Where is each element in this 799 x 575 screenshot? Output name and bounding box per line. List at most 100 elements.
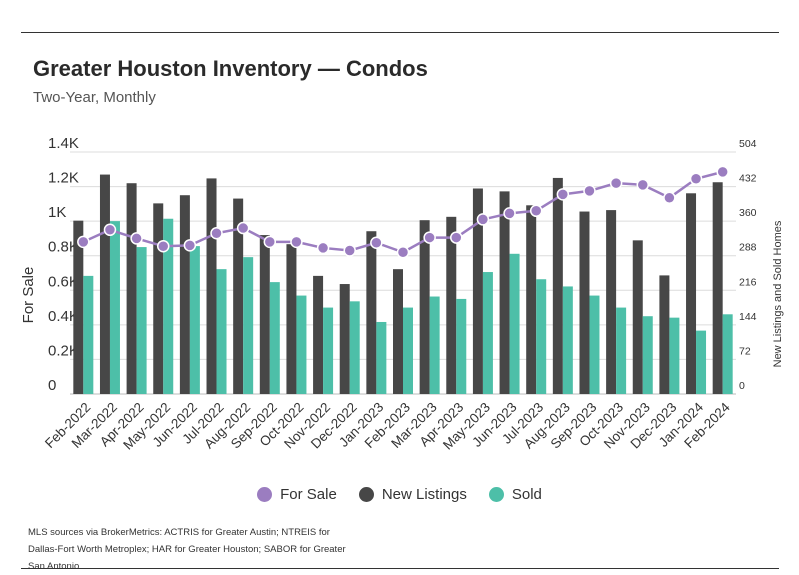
y2-tick-label: 216 (739, 276, 757, 288)
bar-new-listings (233, 198, 244, 394)
y2-tick-label: 288 (739, 242, 757, 254)
y2-tick-label: 144 (739, 311, 757, 323)
legend-label-for-sale: For Sale (280, 486, 337, 503)
bar-sold (696, 330, 707, 394)
bar-sold (403, 307, 413, 394)
bar-sold (642, 316, 653, 394)
y-tick-label: 0.4K (48, 308, 79, 325)
point-for-sale (316, 241, 330, 255)
bar-sold (323, 307, 334, 394)
bar-new-listings (446, 216, 457, 394)
bar-new-listings (153, 203, 164, 394)
legend-marker-sold (488, 487, 504, 502)
bar-new-listings (286, 244, 297, 394)
point-for-sale (263, 235, 277, 249)
point-for-sale (423, 231, 436, 244)
bar-sold (509, 253, 520, 394)
legend-marker-new-listings (358, 487, 374, 502)
bar-sold (349, 301, 360, 394)
point-for-sale (156, 239, 170, 253)
bar-sold (616, 307, 627, 394)
legend-item-sold: Sold (488, 486, 542, 503)
point-for-sale (236, 221, 250, 235)
chart-subtitle: Two-Year, Monthly (33, 89, 156, 106)
bar-sold (269, 282, 280, 394)
point-for-sale (556, 188, 570, 201)
bar-sold (429, 296, 440, 394)
point-for-sale (663, 191, 676, 205)
y2-tick-label: 360 (739, 207, 757, 219)
bar-new-listings (206, 178, 217, 394)
y2-tick-label: 432 (739, 173, 757, 185)
bar-new-listings (259, 235, 270, 394)
point-for-sale (370, 236, 383, 249)
top-rule (21, 32, 779, 33)
bar-sold (722, 314, 733, 394)
bar-new-listings (126, 183, 137, 394)
y-tick-label: 0.6K (48, 273, 79, 290)
bar-new-listings (552, 177, 563, 394)
legend-label-sold: Sold (511, 486, 542, 503)
bar-sold (216, 269, 227, 394)
bar-sold (456, 298, 467, 394)
legend-label-new-listings: New Listings (381, 486, 467, 503)
bar-sold (109, 221, 120, 394)
bottom-rule (21, 568, 779, 569)
y2-tick-label: 504 (739, 138, 757, 150)
y-tick-label: 1.4K (48, 135, 79, 152)
point-for-sale (636, 178, 650, 192)
bar-new-listings (393, 269, 403, 394)
legend-marker-for-sale (257, 487, 273, 502)
bar-new-listings (499, 191, 510, 394)
bar-new-listings (73, 220, 84, 394)
bar-sold (669, 317, 680, 394)
bar-sold (376, 321, 387, 394)
bar-new-listings (526, 205, 537, 394)
legend-item-new-listings: New Listings (358, 486, 467, 503)
chart-area: 0 0 0.2K 72 0.4K 144 0.6K 216 0.8K 288 1K 360 1.2K 43… (20, 135, 784, 453)
point-for-sale (343, 244, 356, 257)
point-for-sale (450, 231, 463, 244)
point-for-sale (503, 207, 516, 220)
bar-new-listings (313, 275, 324, 394)
y-axis-title: For Sale (20, 267, 37, 324)
point-for-sale (130, 232, 143, 245)
point-for-sale (183, 239, 197, 252)
bar-sold (482, 272, 493, 394)
bar-new-listings (179, 195, 190, 394)
source-note: MLS sources via BrokerMetrics: ACTRIS fo… (28, 527, 346, 572)
y2-tick-label: 0 (739, 380, 745, 392)
y-tick-label: 0 (48, 377, 56, 394)
point-for-sale (77, 235, 90, 249)
bar-new-listings (712, 182, 723, 394)
y-tick-label: 1.2K (48, 170, 79, 187)
bar-new-listings (366, 231, 377, 394)
y-tick-label: 0.8K (48, 239, 79, 256)
bar-sold (589, 295, 600, 394)
bar-sold (243, 257, 254, 394)
bar-new-listings (339, 284, 350, 394)
bar-sold (83, 275, 94, 394)
bar-sold (562, 286, 573, 394)
bar-sold (136, 247, 147, 394)
y-tick-label: 1K (48, 204, 66, 221)
point-for-sale (716, 165, 729, 179)
bar-sold (189, 246, 200, 394)
point-for-sale (210, 226, 223, 240)
point-for-sale (529, 204, 543, 218)
bar-new-listings (99, 174, 110, 394)
chart-title: Greater Houston Inventory — Condos (33, 56, 428, 81)
bar-new-listings (659, 275, 670, 394)
bar-sold (536, 279, 547, 394)
bar-new-listings (606, 210, 617, 394)
point-for-sale (583, 184, 596, 198)
point-for-sale (476, 213, 490, 226)
line-for-sale (82, 170, 723, 254)
legend: For Sale New Listings Sold (0, 486, 799, 503)
y2-axis-title: New Listings and Sold Homes (772, 220, 784, 367)
point-for-sale (689, 172, 703, 186)
bar-new-listings (472, 188, 483, 394)
y2-tick-label: 72 (739, 345, 751, 357)
bar-new-listings (686, 193, 697, 394)
bar-sold (296, 295, 307, 394)
